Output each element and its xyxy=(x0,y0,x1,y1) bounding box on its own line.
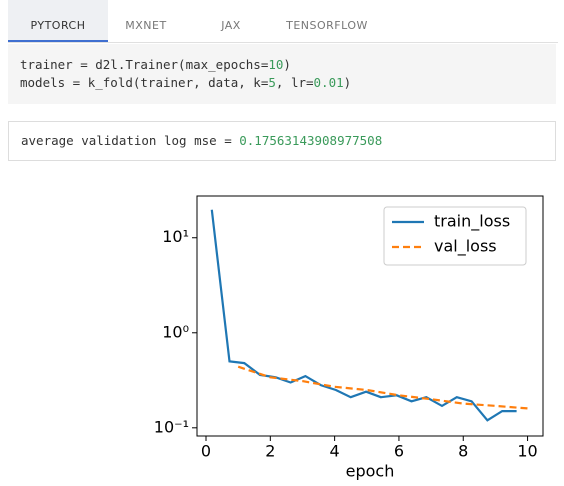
x-axis-label: epoch xyxy=(346,462,395,481)
legend: train_loss val_loss xyxy=(383,206,527,266)
y-tick-label: 10¹ xyxy=(162,227,189,246)
tab[interactable]: MXNET xyxy=(125,19,167,32)
plot-frame xyxy=(196,195,544,437)
number-token: 0.01 xyxy=(313,75,344,90)
code-token: trainer = d2l.Trainer(max_epochs= xyxy=(20,57,269,72)
code-token: , lr= xyxy=(275,75,314,90)
code-token: average validation log mse = xyxy=(21,133,240,148)
code-line: trainer = d2l.Trainer(max_epochs=10) xyxy=(20,56,556,74)
tab[interactable]: JAX xyxy=(221,19,241,32)
code-token: models = k_fold(trainer, data, k= xyxy=(20,75,269,90)
x-tick-label: 8 xyxy=(458,442,468,461)
code-line: average validation log mse = 0.175631439… xyxy=(21,133,555,148)
code-line: models = k_fold(trainer, data, k=5, lr=0… xyxy=(20,74,556,92)
y-tick-label: 10⁻¹ xyxy=(154,417,189,436)
code-block: trainer = d2l.Trainer(max_epochs=10) mode… xyxy=(8,44,556,104)
output-block: average validation log mse = 0.175631439… xyxy=(8,121,556,161)
legend-label: val_loss xyxy=(434,237,497,257)
x-tick-label: 10 xyxy=(517,442,537,461)
legend-label: train_loss xyxy=(434,212,510,232)
number-token: 5 xyxy=(268,75,276,90)
tab[interactable]: PYTORCH xyxy=(8,0,108,42)
x-tick-label: 6 xyxy=(394,442,404,461)
x-tick-label: 4 xyxy=(330,442,340,461)
number-token: 10 xyxy=(268,57,284,72)
x-tick-label: 0 xyxy=(201,442,211,461)
y-tick-label: 10⁰ xyxy=(162,322,189,341)
tab-bar: PYTORCH MXNET JAX TENSORFLOW xyxy=(8,0,558,43)
tab[interactable]: TENSORFLOW xyxy=(286,19,368,32)
code-token: ) xyxy=(343,75,352,90)
code-token: ) xyxy=(283,57,291,72)
x-tick-label: 2 xyxy=(265,442,275,461)
number-token: 0.17563143908977508 xyxy=(239,133,383,148)
line-series xyxy=(237,365,528,410)
